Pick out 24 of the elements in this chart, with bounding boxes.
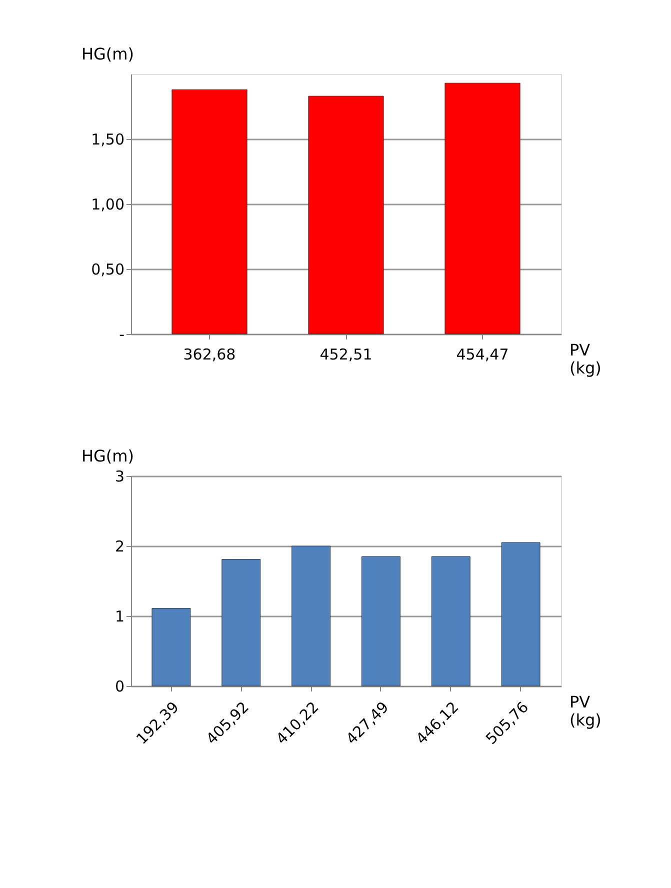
bar bbox=[152, 608, 191, 686]
y-tick-label: 3 bbox=[114, 468, 124, 486]
y-tick-label: 0,50 bbox=[91, 260, 124, 278]
bar bbox=[172, 89, 248, 334]
x-axis-title: PV (kg) bbox=[570, 692, 602, 730]
x-axis-title: PV (kg) bbox=[570, 340, 602, 378]
y-tick-label: 1,50 bbox=[91, 130, 124, 148]
y-tick-label: 2 bbox=[114, 538, 124, 556]
y-axis-title: HG(m) bbox=[82, 44, 134, 64]
x-tick-label: 454,47 bbox=[456, 346, 509, 364]
y-axis-title: HG(m) bbox=[82, 446, 134, 466]
bar bbox=[361, 556, 400, 686]
bar bbox=[292, 546, 331, 686]
y-tick-label: 1,00 bbox=[91, 196, 124, 214]
y-tick-label: 1 bbox=[114, 608, 124, 626]
bar bbox=[501, 542, 540, 686]
bar bbox=[308, 96, 384, 334]
bar bbox=[444, 82, 520, 334]
y-tick-label: 0 bbox=[114, 678, 124, 696]
x-tick-label: 362,68 bbox=[183, 346, 236, 364]
y-tick-label: - bbox=[119, 326, 124, 344]
bar bbox=[222, 559, 261, 686]
x-tick-label: 452,51 bbox=[320, 346, 372, 364]
bar bbox=[431, 556, 470, 686]
